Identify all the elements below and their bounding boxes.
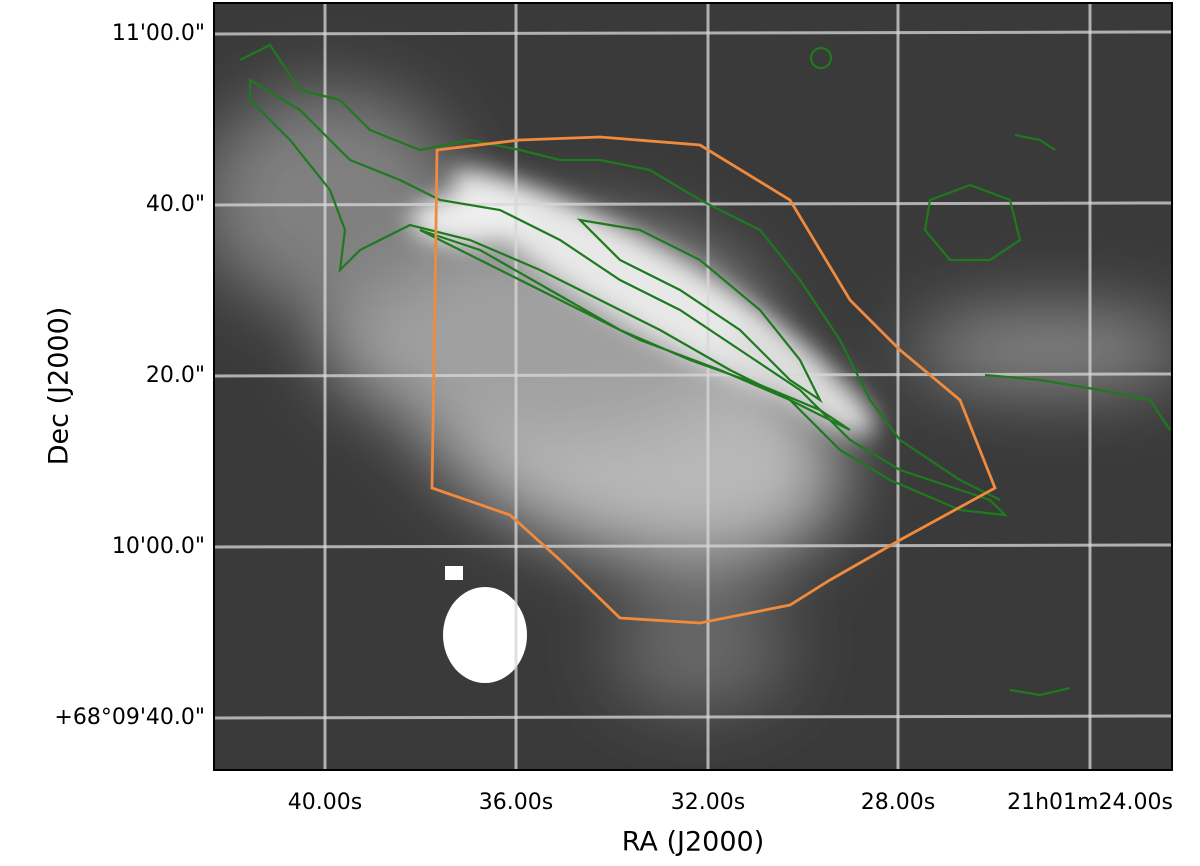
- y-tick-label: 40.0": [146, 192, 205, 217]
- x-tick-label: 28.00s: [861, 790, 935, 815]
- x-axis-label: RA (J2000): [622, 827, 764, 858]
- x-tick-label: 32.00s: [671, 790, 745, 815]
- y-tick-label: 10'00.0": [112, 534, 205, 559]
- frame: [213, 2, 1173, 771]
- orange-region: [430, 135, 997, 625]
- y-tick-label: +68°09'40.0": [54, 705, 205, 730]
- y-tick-label: 20.0": [146, 363, 205, 388]
- grid: [214, 3, 1172, 770]
- y-tick-label: 11'00.0": [112, 21, 205, 46]
- x-tick-label: 36.00s: [479, 790, 553, 815]
- y-ticks: 11'00.0" 40.0" 20.0" 10'00.0" +68°09'40.…: [54, 21, 205, 730]
- x-tick-label: 40.00s: [288, 790, 362, 815]
- x-tick-label: 21h01m24.00s: [1007, 790, 1173, 815]
- sky-image: [214, 3, 1172, 770]
- y-axis-label: Dec (J2000): [44, 307, 75, 466]
- green-contours: [239, 43, 1171, 697]
- x-ticks: 40.00s 36.00s 32.00s 28.00s 21h01m24.00s: [288, 790, 1173, 815]
